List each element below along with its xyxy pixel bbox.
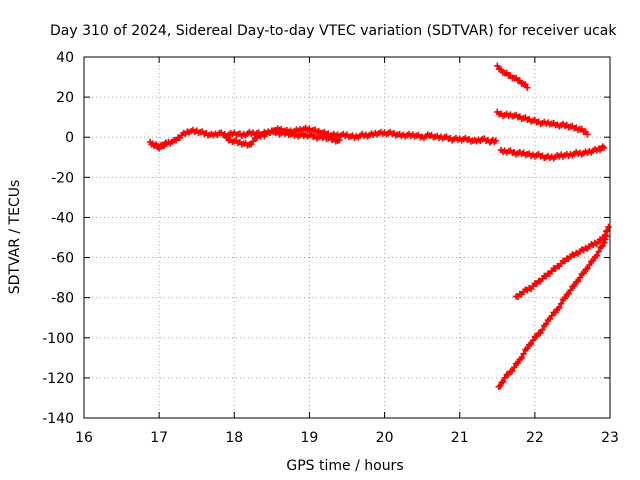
y-tick-label: -120 bbox=[42, 371, 74, 387]
y-tick-label: -60 bbox=[51, 251, 74, 267]
y-tick-label: -140 bbox=[42, 411, 74, 427]
data-point bbox=[336, 136, 343, 144]
data-point bbox=[516, 77, 524, 84]
data-point bbox=[556, 304, 563, 312]
y-tick-label: 0 bbox=[65, 130, 74, 146]
data-point bbox=[600, 144, 608, 152]
series-upper-short-track bbox=[494, 62, 531, 91]
x-axis-title: GPS time / hours bbox=[286, 458, 403, 474]
data-point bbox=[249, 138, 257, 145]
data-point bbox=[537, 329, 544, 337]
data-point bbox=[557, 300, 565, 307]
data-point bbox=[497, 382, 504, 390]
data-point bbox=[509, 367, 516, 375]
data-point bbox=[524, 345, 531, 352]
x-tick-labels: 16 17 18 19 20 21 22 23 bbox=[75, 430, 619, 446]
data-point bbox=[500, 378, 507, 385]
series-secondary-track bbox=[223, 127, 343, 149]
data-point bbox=[580, 269, 587, 277]
data-point bbox=[586, 261, 593, 269]
data-point bbox=[552, 309, 559, 316]
y-tick-labels: -140 -120 -100 -80 -60 -40 -20 0 20 40 bbox=[42, 50, 74, 427]
x-tick-label: 17 bbox=[150, 430, 168, 446]
data-point bbox=[520, 350, 527, 358]
y-tick-label: -100 bbox=[42, 331, 74, 347]
data-point bbox=[565, 290, 572, 298]
data-point bbox=[589, 257, 597, 264]
x-tick-label: 18 bbox=[225, 430, 243, 446]
chart-title: Day 310 of 2024, Sidereal Day-to-day VTE… bbox=[50, 23, 617, 39]
data-point bbox=[584, 131, 591, 138]
data-point bbox=[599, 143, 606, 150]
data-point bbox=[247, 141, 255, 148]
series-descending-track-b bbox=[495, 233, 610, 390]
series-lower-track bbox=[497, 143, 608, 162]
data-point bbox=[539, 326, 546, 333]
data-point bbox=[571, 282, 578, 289]
data-point bbox=[522, 81, 529, 88]
y-axis-title: SDTVAR / TECUs bbox=[7, 180, 23, 295]
x-tick-label: 20 bbox=[376, 430, 394, 446]
series-descending-track-a bbox=[512, 223, 612, 300]
series-layer bbox=[146, 62, 612, 390]
data-point bbox=[567, 286, 574, 294]
data-point bbox=[602, 236, 609, 243]
data-point bbox=[595, 248, 602, 255]
x-tick-label: 23 bbox=[601, 430, 619, 446]
data-point bbox=[505, 371, 512, 378]
data-point bbox=[514, 359, 522, 367]
y-tick-label: 40 bbox=[56, 50, 74, 66]
data-point bbox=[546, 315, 554, 323]
x-tick-label: 16 bbox=[75, 430, 93, 446]
series-upper-track bbox=[494, 108, 591, 138]
y-tick-label: -80 bbox=[51, 291, 74, 307]
data-point bbox=[599, 242, 606, 250]
data-point bbox=[584, 265, 591, 272]
data-point bbox=[492, 137, 499, 144]
data-point bbox=[524, 84, 531, 91]
data-point bbox=[576, 274, 584, 281]
data-point bbox=[548, 312, 555, 319]
x-tick-label: 19 bbox=[301, 430, 319, 446]
plot-frame bbox=[83, 56, 611, 419]
x-tick-label: 21 bbox=[451, 430, 469, 446]
data-point bbox=[603, 233, 610, 240]
data-point bbox=[518, 354, 525, 362]
tick-marks bbox=[83, 56, 611, 419]
data-point bbox=[542, 321, 550, 328]
data-point bbox=[510, 364, 518, 371]
y-tick-label: 20 bbox=[56, 90, 74, 106]
data-point bbox=[501, 374, 508, 382]
x-tick-label: 22 bbox=[526, 430, 544, 446]
data-point bbox=[601, 239, 608, 246]
data-point bbox=[593, 252, 601, 259]
y-tick-label: -20 bbox=[51, 170, 74, 186]
data-point bbox=[574, 278, 582, 285]
data-point bbox=[527, 340, 535, 348]
data-point bbox=[605, 223, 612, 231]
data-point bbox=[533, 333, 540, 340]
data-point bbox=[497, 66, 505, 73]
data-point bbox=[494, 62, 501, 70]
data-point bbox=[529, 337, 537, 344]
data-point bbox=[561, 295, 569, 302]
y-tick-label: -40 bbox=[51, 210, 74, 226]
